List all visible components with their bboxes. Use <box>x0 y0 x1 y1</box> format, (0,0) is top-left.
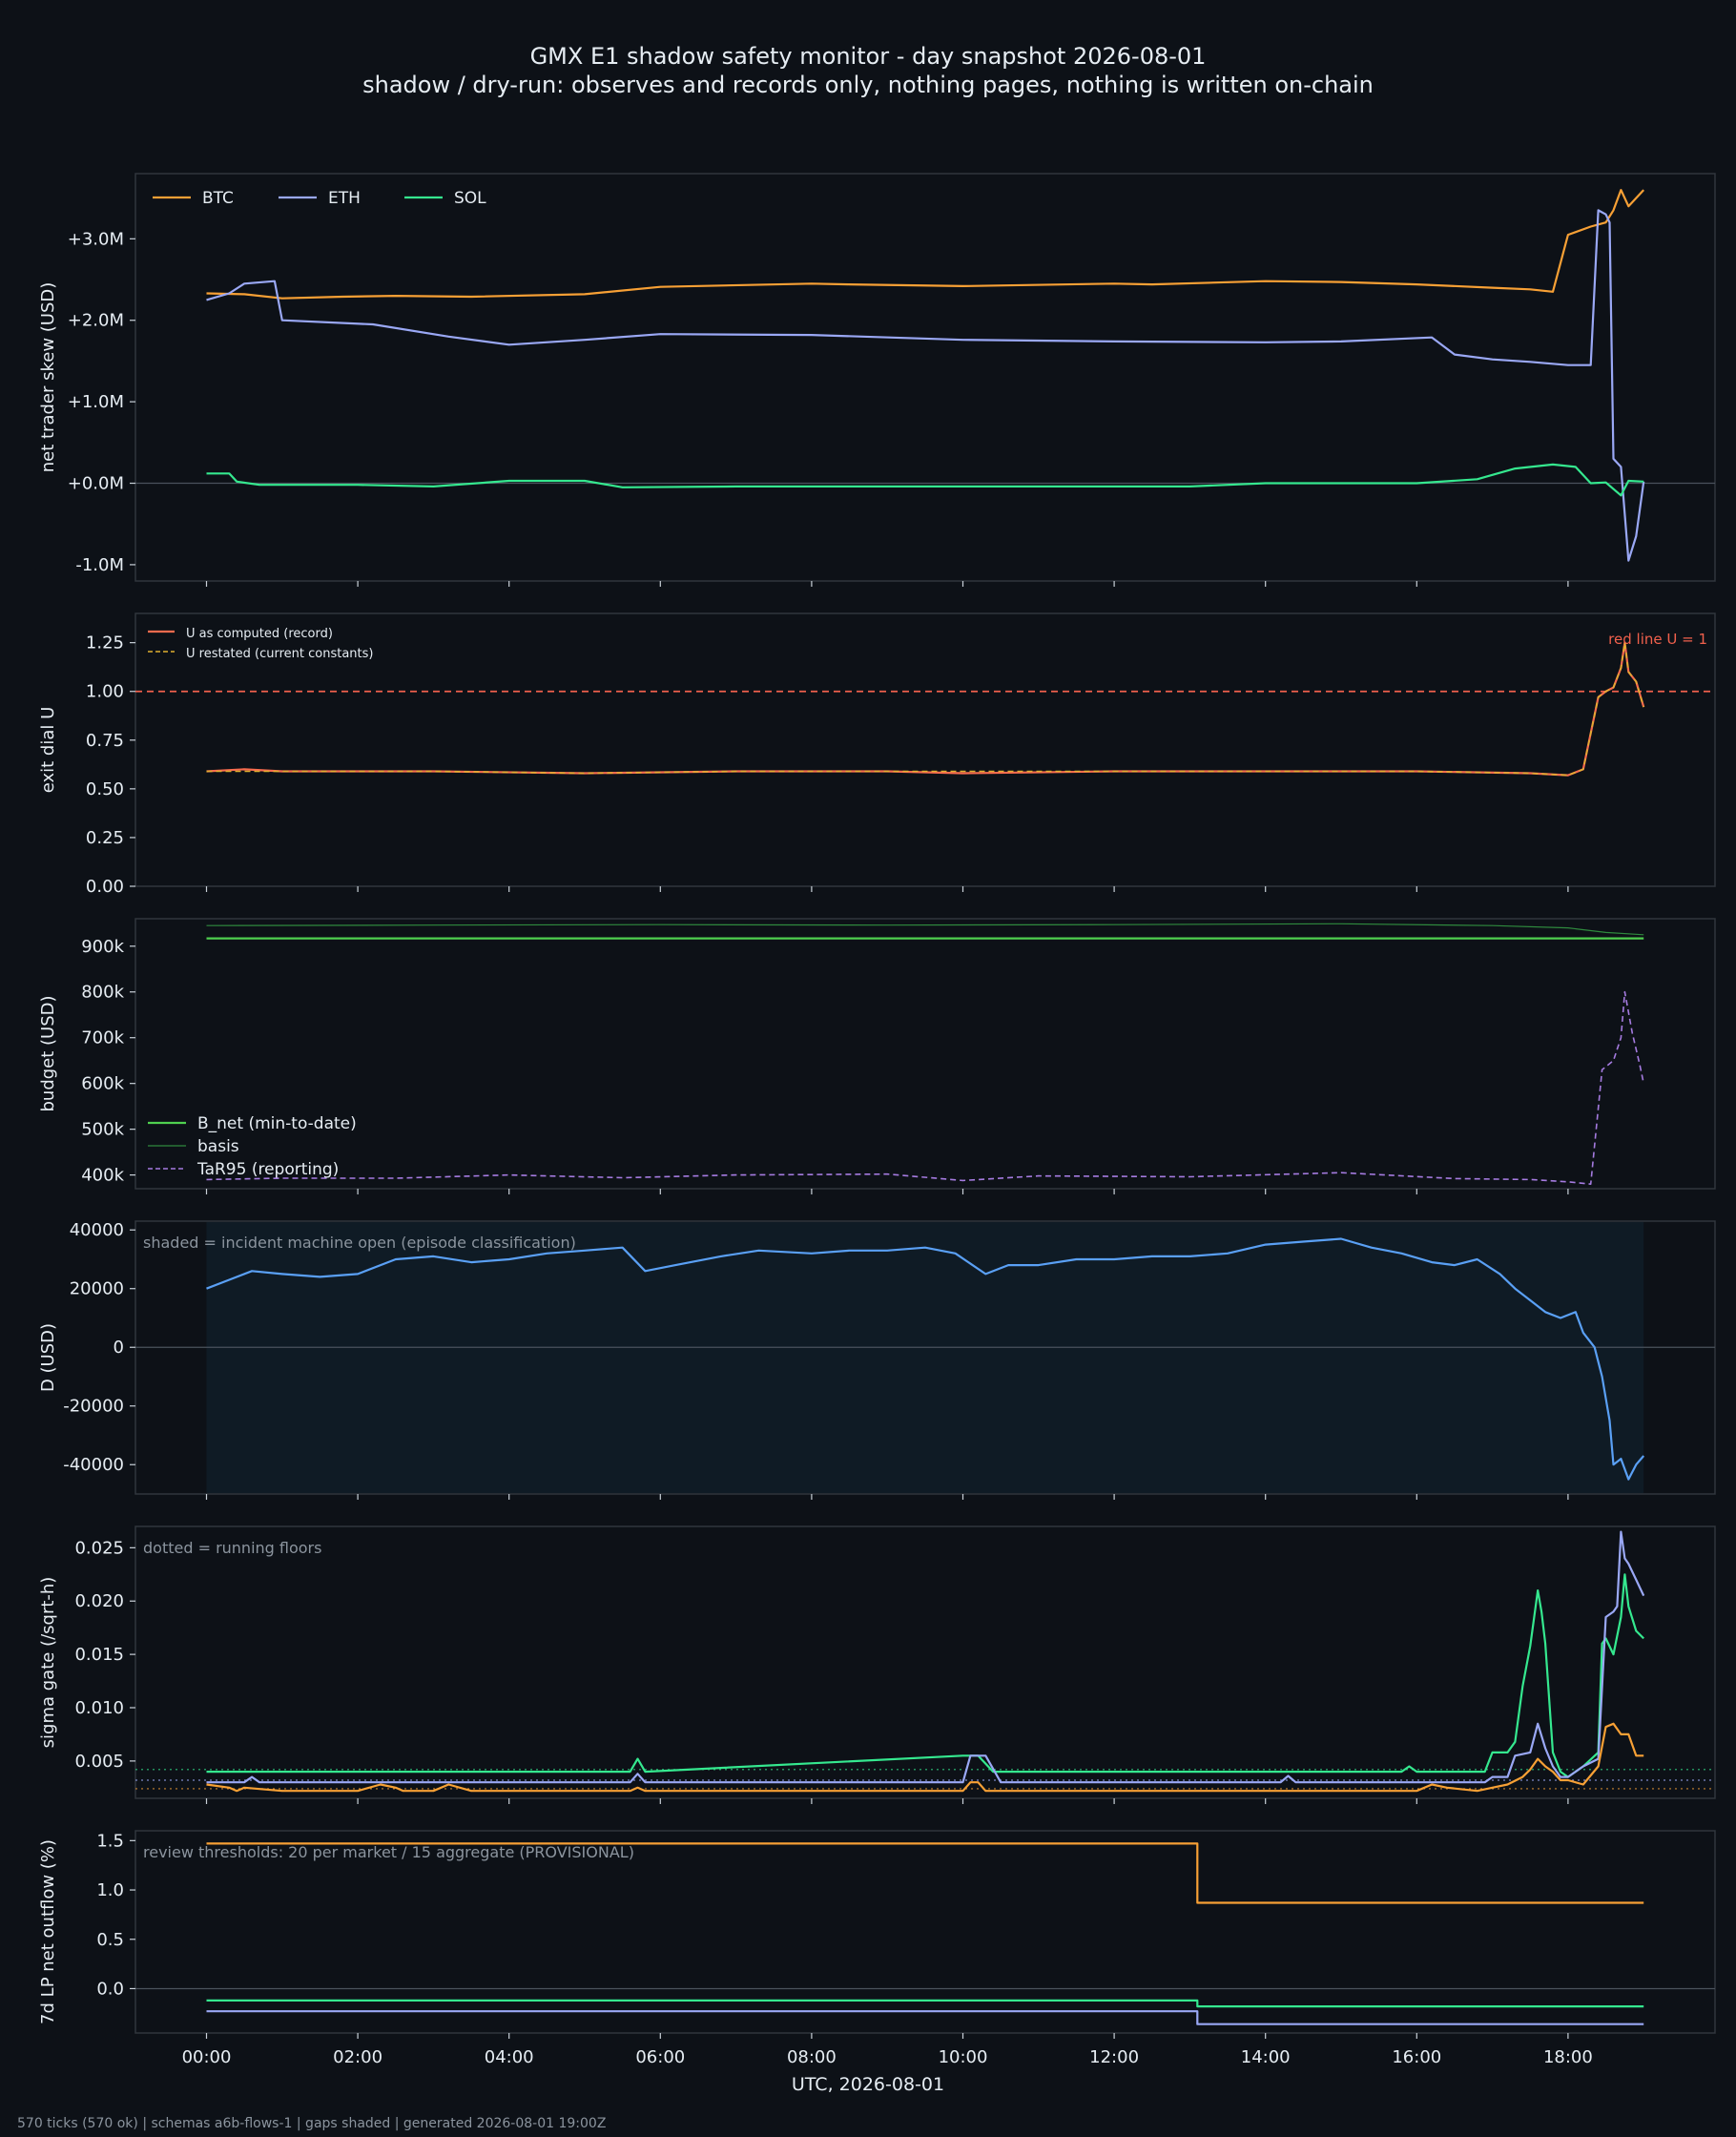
panel-frame <box>134 173 1716 582</box>
series-line <box>206 189 1645 300</box>
y-axis-label: 7d LP net outflow (%) <box>38 1839 58 2024</box>
y-tick-label: 0.020 <box>74 1591 124 1611</box>
y-axis-label: sigma gate (/sqrt-h) <box>38 1577 58 1749</box>
y-tick-label: 0.015 <box>74 1645 124 1665</box>
legend-label: B_net (min-to-date) <box>197 1114 357 1133</box>
y-tick-label: 600k <box>81 1074 124 1094</box>
y-tick-label: 0.005 <box>74 1752 124 1772</box>
panel-lp_outflow: 1.5 1.0 0.5 0.0 7d LP net outflow (%) 00:00 02… <box>38 1830 1716 2095</box>
series-line <box>206 641 1645 777</box>
legend-label: SOL <box>454 189 486 208</box>
y-tick-label: -1.0M <box>75 555 124 575</box>
legend-label: U as computed (record) <box>186 627 333 641</box>
y-tick-label: 0.25 <box>86 828 124 848</box>
panel-budget: 900k 800k 700k 600k 500k 400k budget (USD) B_ne… <box>38 918 1716 1194</box>
y-tick-label: 1.25 <box>86 633 124 654</box>
x-tick-label: 06:00 <box>635 2047 685 2067</box>
panel-frame <box>134 1830 1716 2034</box>
y-tick-label: 800k <box>81 983 124 1003</box>
y-tick-label: 1.5 <box>96 1831 124 1851</box>
y-tick-label: 1.00 <box>86 682 124 702</box>
y-tick-label: 400k <box>81 1166 124 1186</box>
figure-footer: 570 ticks (570 ok) | schemas a6b-flows-1… <box>17 2116 606 2131</box>
y-tick-label: 700k <box>81 1028 124 1048</box>
panel-frame <box>134 1525 1716 1799</box>
legend-label: BTC <box>202 189 234 208</box>
series-line <box>206 1842 1644 1904</box>
figure-subtitle: shadow / dry-run: observes and records o… <box>362 72 1374 98</box>
y-tick-label: 20000 <box>70 1279 124 1299</box>
y-tick-label: 0.50 <box>86 779 124 799</box>
y-tick-label: 0.010 <box>74 1698 124 1718</box>
x-tick-label: 14:00 <box>1241 2047 1291 2067</box>
legend-label: basis <box>197 1137 239 1156</box>
y-tick-label: 0.00 <box>86 877 124 897</box>
y-tick-label: 900k <box>81 937 124 957</box>
y-tick-label: +1.0M <box>68 392 124 412</box>
x-tick-label: 04:00 <box>485 2047 534 2067</box>
x-tick-label: 02:00 <box>333 2047 382 2067</box>
y-tick-label: 1.0 <box>96 1880 124 1900</box>
panel-exit_dial: 1.25 1.00 0.75 0.50 0.25 0.00 exit dial U red l… <box>38 612 1716 897</box>
panel-annotation: dotted = running floors <box>143 1539 321 1557</box>
series-line <box>206 2010 1644 2025</box>
series-line <box>206 1573 1644 1778</box>
x-tick-label: 12:00 <box>1089 2047 1139 2067</box>
legend: B_net (min-to-date) basis TaR95 (reporting… <box>148 1114 357 1179</box>
x-tick-label: 16:00 <box>1392 2047 1441 2067</box>
y-tick-label: 0.0 <box>96 1979 124 1999</box>
legend-label: TaR95 (reporting) <box>196 1160 339 1179</box>
y-tick-label: +0.0M <box>68 474 124 494</box>
legend-label: U restated (current constants) <box>186 647 373 661</box>
panel-frame <box>134 918 1716 1190</box>
legend-label: ETH <box>328 189 361 208</box>
panel-annotation: shaded = incident machine open (episode … <box>143 1234 576 1252</box>
y-tick-label: +3.0M <box>68 229 124 249</box>
series-line <box>206 641 1644 777</box>
legend: BTC ETH SOL <box>153 189 486 208</box>
y-axis-label: budget (USD) <box>38 995 58 1111</box>
x-tick-label: 18:00 <box>1543 2047 1593 2067</box>
panel-skew: +3.0M +2.0M +1.0M +0.0M -1.0M net trader skew… <box>38 173 1716 587</box>
panel-sigma_gate: 0.025 0.020 0.015 0.010 0.005 sigma gate (/sq… <box>38 1525 1716 1804</box>
red-line-label: red line U = 1 <box>1608 631 1707 648</box>
y-tick-label: 0 <box>114 1338 124 1358</box>
panels-group: +3.0M +2.0M +1.0M +0.0M -1.0M net trader skew… <box>38 173 1716 2095</box>
series-line <box>206 1530 1645 1784</box>
series-line <box>206 923 1644 936</box>
x-tick-label: 08:00 <box>787 2047 837 2067</box>
series-line <box>206 209 1645 562</box>
x-axis-label: UTC, 2026-08-01 <box>792 2074 944 2095</box>
y-axis-label: exit dial U <box>38 707 58 794</box>
x-tick-label: 10:00 <box>939 2047 988 2067</box>
y-axis-label: D (USD) <box>38 1323 58 1392</box>
y-tick-label: 40000 <box>70 1220 124 1240</box>
panel-d_usd: 40000 20000 0 -20000 -40000 D (USD) shaded = i… <box>38 1220 1716 1500</box>
y-tick-label: +2.0M <box>68 311 124 331</box>
y-axis-label: net trader skew (USD) <box>38 282 58 473</box>
series-line <box>206 1999 1644 2008</box>
y-tick-label: -20000 <box>63 1397 124 1417</box>
y-tick-label: 500k <box>81 1120 124 1140</box>
legend: U as computed (record) U restated (curren… <box>148 627 373 661</box>
y-tick-label: 0.75 <box>86 731 124 751</box>
series-line <box>206 1237 1645 1481</box>
y-tick-label: 0.025 <box>74 1538 124 1558</box>
x-tick-label: 00:00 <box>182 2047 232 2067</box>
y-tick-label: 0.5 <box>96 1930 124 1950</box>
figure-title: GMX E1 shadow safety monitor - day snaps… <box>530 43 1207 70</box>
panel-frame <box>134 612 1716 887</box>
incident-shade <box>206 1222 1644 1493</box>
y-tick-label: -40000 <box>63 1455 124 1475</box>
series-line <box>206 463 1644 497</box>
series-line <box>206 1722 1644 1793</box>
panel-annotation: review thresholds: 20 per market / 15 ag… <box>143 1843 634 1861</box>
